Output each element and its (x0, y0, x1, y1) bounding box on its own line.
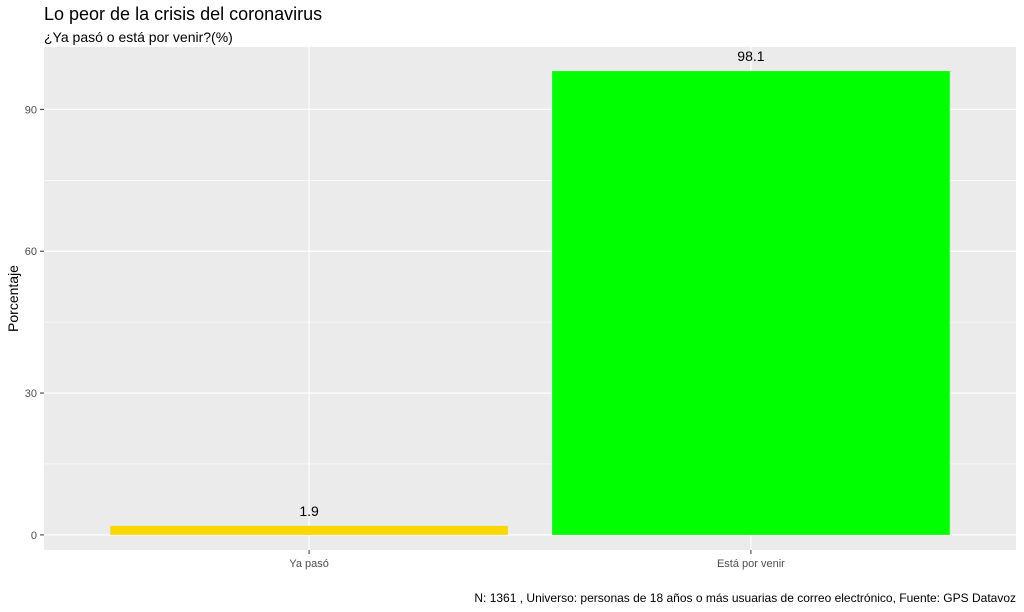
y-axis-title: Porcentaje (5, 265, 21, 332)
chart-caption: N: 1361 , Universo: personas de 18 años … (474, 591, 1016, 605)
x-tick-label: Ya pasó (289, 558, 329, 570)
chart-subtitle: ¿Ya pasó o está por venir?(%) (44, 29, 233, 45)
y-tick-label: 90 (25, 104, 37, 116)
bar (110, 525, 508, 535)
bar (552, 71, 950, 535)
y-tick-label: 0 (31, 530, 37, 542)
data-label: 98.1 (737, 48, 764, 64)
chart-title: Lo peor de la crisis del coronavirus (44, 4, 323, 24)
y-tick-label: 60 (25, 246, 37, 258)
data-label: 1.9 (299, 503, 319, 519)
x-tick-label: Está por venir (717, 558, 785, 570)
y-tick-label: 30 (25, 388, 37, 400)
